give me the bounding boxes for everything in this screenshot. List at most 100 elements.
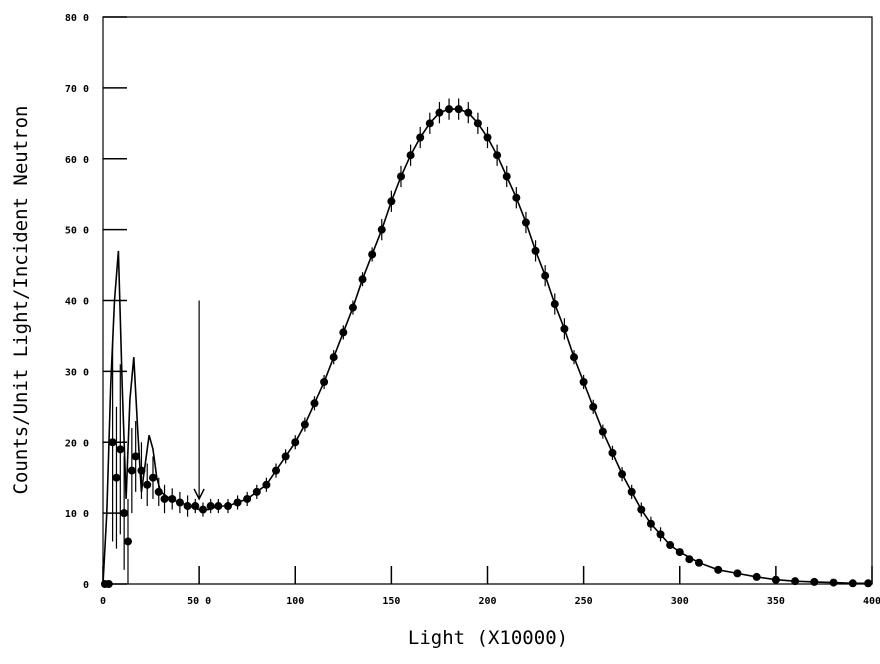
y-tick-label: 80 0: [65, 13, 89, 24]
data-point: [368, 250, 377, 259]
data-point: [233, 498, 242, 507]
data-point: [183, 502, 192, 511]
x-tick-label: 350: [767, 596, 785, 607]
data-point: [320, 378, 329, 387]
data-point: [131, 452, 140, 461]
x-tick-label: 250: [575, 596, 593, 607]
data-point: [387, 197, 396, 206]
data-point: [560, 324, 569, 333]
data-point: [191, 502, 200, 511]
data-point: [502, 172, 511, 181]
data-point: [396, 172, 405, 181]
y-axis-ticks: 0 10 0 20 0 30 0 40 0 50 0 60 0 70 0 80 0: [65, 13, 127, 591]
x-tick-label: 400: [863, 596, 880, 607]
data-point: [143, 480, 152, 489]
y-tick-label: 40 0: [65, 297, 89, 308]
data-point: [637, 505, 646, 514]
data-point: [541, 271, 550, 280]
data-point: [339, 328, 348, 337]
data-point: [123, 537, 132, 546]
data-point: [435, 108, 444, 117]
y-tick-label: 30 0: [65, 367, 89, 378]
data-point: [618, 470, 627, 479]
y-tick-label: 20 0: [65, 438, 89, 449]
data-point: [160, 494, 169, 503]
data-point: [406, 151, 415, 160]
data-point: [608, 448, 617, 457]
data-point: [810, 577, 819, 586]
data-point: [521, 218, 530, 227]
data-point: [262, 480, 271, 489]
data-point: [214, 502, 223, 511]
data-point: [473, 119, 482, 128]
x-tick-label: 0: [100, 596, 106, 607]
data-point: [445, 105, 454, 114]
data-point: [694, 558, 703, 567]
data-point: [377, 225, 386, 234]
data-point: [829, 578, 838, 587]
y-tick-label: 50 0: [65, 226, 89, 237]
data-point: [154, 487, 163, 496]
data-point: [168, 494, 177, 503]
data-point: [685, 555, 694, 564]
data-point: [864, 579, 873, 588]
x-axis-title: Light (X10000): [408, 627, 568, 649]
data-point: [300, 420, 309, 429]
data-point: [771, 575, 780, 584]
data-point: [512, 193, 521, 202]
data-point: [223, 502, 232, 511]
data-point: [531, 246, 540, 255]
data-point: [416, 133, 425, 142]
data-points-series: [100, 98, 873, 588]
annotations: [193, 300, 205, 501]
data-point: [656, 530, 665, 539]
data-point: [127, 466, 136, 475]
data-point: [589, 402, 598, 411]
data-point: [348, 303, 357, 312]
data-point: [675, 548, 684, 557]
y-tick-label: 70 0: [65, 84, 89, 95]
data-point: [570, 353, 579, 362]
data-point: [464, 108, 473, 117]
x-tick-label: 100: [286, 596, 304, 607]
data-point: [137, 466, 146, 475]
data-point: [272, 466, 281, 475]
x-tick-label: 300: [671, 596, 689, 607]
y-axis-title: Counts/Unit Light/Incident Neutron: [10, 106, 32, 495]
data-point: [848, 579, 857, 588]
data-point: [791, 577, 800, 586]
arrow-head: [193, 488, 205, 501]
data-point: [310, 399, 319, 408]
y-tick-label: 0: [83, 580, 89, 591]
data-point: [714, 565, 723, 574]
data-point: [198, 505, 207, 514]
data-point: [454, 105, 463, 114]
data-point: [358, 275, 367, 284]
data-point: [483, 133, 492, 142]
data-point: [646, 519, 655, 528]
y-tick-label: 60 0: [65, 155, 89, 166]
data-point: [206, 502, 215, 511]
data-point: [425, 119, 434, 128]
data-point: [550, 300, 559, 309]
data-point: [120, 509, 129, 518]
data-point: [598, 427, 607, 436]
x-axis-ticks: 0 50 0 100 150 200 250 300 350 400: [100, 566, 880, 607]
data-point: [252, 487, 261, 496]
data-point: [175, 498, 184, 507]
data-point: [112, 473, 121, 482]
y-tick-label: 10 0: [65, 509, 89, 520]
x-tick-label: 50 0: [187, 596, 211, 607]
data-point: [579, 378, 588, 387]
data-point: [291, 438, 300, 447]
x-tick-label: 150: [382, 596, 400, 607]
data-point: [148, 473, 157, 482]
data-point: [116, 445, 125, 454]
data-point: [493, 151, 502, 160]
data-point: [666, 541, 675, 550]
x-tick-label: 200: [478, 596, 496, 607]
data-point: [627, 487, 636, 496]
data-point: [733, 569, 742, 578]
data-point: [108, 438, 117, 447]
